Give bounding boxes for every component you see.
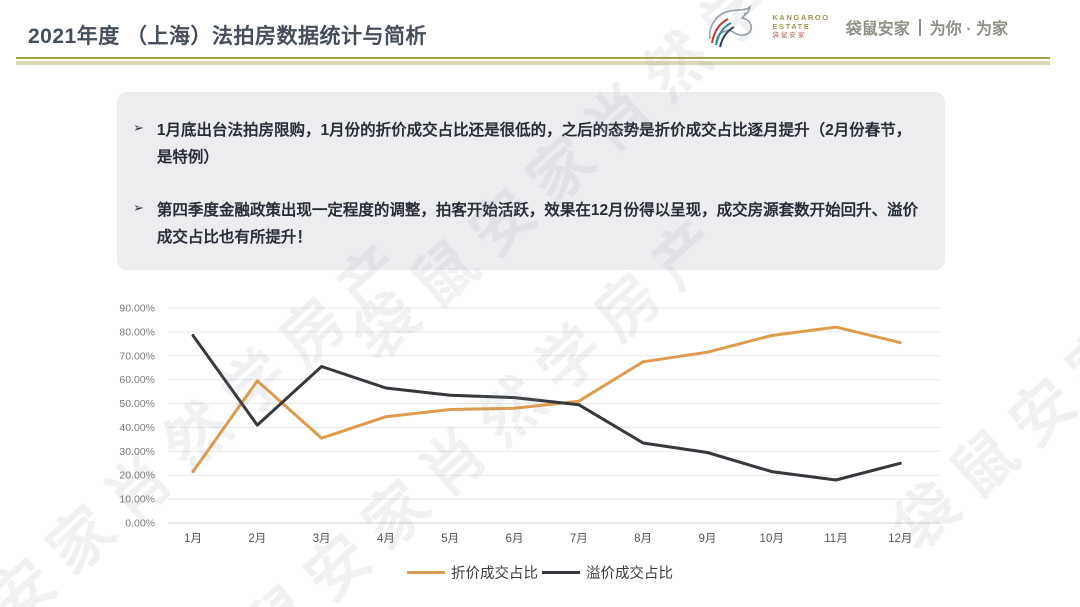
y-axis-tick-label: 60.00%: [119, 374, 155, 386]
x-axis-tick-label: 10月: [760, 533, 784, 545]
legend-swatch-discount: [407, 571, 445, 574]
y-axis-tick-label: 90.00%: [119, 303, 155, 315]
brand-tagline: 袋鼠安家 为你 · 为家: [846, 15, 1008, 39]
x-axis-tick-label: 8月: [634, 533, 652, 545]
legend-item-premium: 溢价成交占比: [542, 562, 673, 583]
x-axis-tick-label: 1月: [184, 533, 202, 545]
page-title: 2021年度 （上海）法拍房数据统计与简析: [28, 25, 428, 48]
brand-tagline-left: 袋鼠安家: [845, 21, 910, 38]
monthly-line-chart: 0.00% 10.00% 20.00% 30.00% 40.00% 50.00% 60.00…: [119, 303, 940, 545]
chart-legend: 折价成交占比 溢价成交占比: [0, 562, 1080, 583]
x-axis-tick-label: 5月: [441, 533, 459, 545]
brand-tagline-right: 为你 · 为家: [929, 21, 1008, 38]
legend-label-premium: 溢价成交占比: [586, 566, 673, 582]
legend-swatch-premium: [542, 571, 580, 574]
x-axis-tick-label: 12月: [888, 533, 912, 545]
legend-label-discount: 折价成交占比: [451, 566, 538, 582]
bullet-arrow-icon: ➢: [133, 200, 144, 215]
x-axis-tick-label: 7月: [570, 533, 588, 545]
bullet-text: 1月底出台法拍房限购，1月份的折价成交占比还是很低的，之后的态势是折价成交占比逐…: [156, 122, 912, 166]
series-line-2: [191, 334, 902, 482]
brand-word-kangaroo: KANGAROO: [772, 13, 830, 23]
notes-panel: ➢ 1月底出台法拍房限购，1月份的折价成交占比还是很低的，之后的态势是折价成交占…: [117, 92, 945, 270]
y-axis-tick-label: 30.00%: [119, 446, 155, 458]
y-axis-tick-label: 10.00%: [119, 494, 155, 506]
x-axis-tick-label: 2月: [248, 533, 266, 545]
x-axis-tick-label: 6月: [506, 533, 524, 545]
brand-divider: [918, 18, 921, 36]
bullet-item: ➢ 1月底出台法拍房限购，1月份的折价成交占比还是很低的，之后的态势是折价成交占…: [133, 117, 921, 171]
series-line-1: [191, 325, 902, 474]
legend-item-discount: 折价成交占比: [407, 562, 538, 583]
brand-word-cn: 袋鼠安家: [772, 32, 807, 40]
y-axis-tick-label: 0.00%: [125, 518, 155, 530]
bullet-text: 第四季度金融政策出现一定程度的调整，拍客开始活跃，效果在12月份得以呈现，成交房…: [156, 202, 919, 246]
header-rule-dark: [16, 57, 1050, 59]
y-axis-tick-label: 70.00%: [119, 350, 155, 362]
x-axis-tick-label: 3月: [313, 533, 331, 545]
brand-name: KANGAROO ESTATE 袋鼠安家: [772, 14, 829, 40]
bullet-item: ➢ 第四季度金融政策出现一定程度的调整，拍客开始活跃，效果在12月份得以呈现，成…: [133, 197, 921, 251]
x-axis-tick-label: 9月: [698, 533, 716, 545]
y-axis-tick-label: 80.00%: [119, 326, 155, 338]
x-axis-tick-label: 4月: [377, 533, 395, 545]
brand-word-estate: ESTATE: [772, 21, 811, 31]
y-axis-tick-label: 20.00%: [119, 470, 155, 482]
x-axis-tick-label: 11月: [824, 533, 847, 545]
y-axis-tick-label: 50.00%: [119, 398, 155, 410]
brand-block: KANGAROO ESTATE 袋鼠安家 袋鼠安家 为你 · 为家: [704, 5, 1008, 49]
header-rule-light: [16, 61, 1050, 65]
y-axis-tick-label: 40.00%: [119, 422, 155, 434]
bullet-arrow-icon: ➢: [133, 120, 144, 135]
kangaroo-logo-icon: [709, 5, 753, 48]
